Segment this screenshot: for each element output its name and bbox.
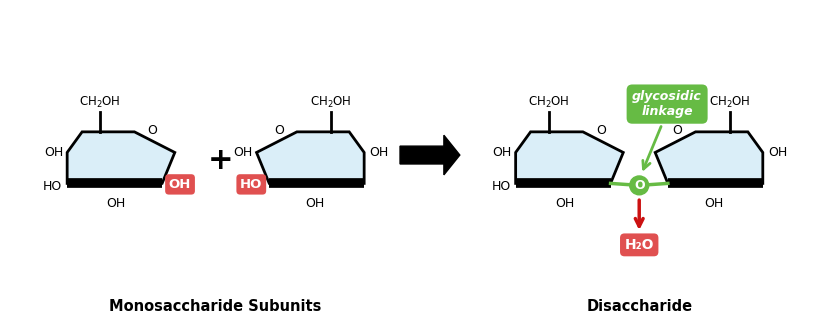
Text: O: O: [147, 124, 157, 137]
Text: CH$_2$OH: CH$_2$OH: [709, 95, 751, 110]
Text: HO: HO: [491, 180, 511, 193]
Text: HO: HO: [240, 178, 262, 191]
Text: OH: OH: [704, 197, 724, 210]
Text: CH$_2$OH: CH$_2$OH: [310, 95, 352, 110]
Text: Monosaccharide Subunits: Monosaccharide Subunits: [110, 299, 322, 314]
Polygon shape: [400, 135, 459, 175]
Text: OH: OH: [369, 146, 388, 159]
Text: Disaccharide: Disaccharide: [586, 299, 692, 314]
Text: OH: OH: [233, 146, 252, 159]
Polygon shape: [256, 132, 364, 184]
Text: O: O: [596, 124, 606, 137]
Text: OH: OH: [106, 197, 125, 210]
Polygon shape: [516, 132, 623, 184]
Text: OH: OH: [169, 178, 191, 191]
Text: OH: OH: [305, 197, 325, 210]
Text: OH: OH: [767, 146, 787, 159]
Polygon shape: [67, 132, 174, 184]
Text: +: +: [208, 146, 233, 175]
Text: CH$_2$OH: CH$_2$OH: [79, 95, 121, 110]
Circle shape: [630, 176, 649, 195]
Text: H₂O: H₂O: [624, 238, 654, 252]
Text: CH$_2$OH: CH$_2$OH: [527, 95, 569, 110]
Text: O: O: [672, 124, 682, 137]
Text: glycosidic
linkage: glycosidic linkage: [632, 90, 702, 118]
Text: O: O: [274, 124, 284, 137]
Text: O: O: [634, 179, 645, 192]
Polygon shape: [655, 132, 762, 184]
Text: HO: HO: [43, 180, 62, 193]
Text: OH: OH: [554, 197, 574, 210]
Text: OH: OH: [492, 146, 512, 159]
Text: OH: OH: [44, 146, 63, 159]
